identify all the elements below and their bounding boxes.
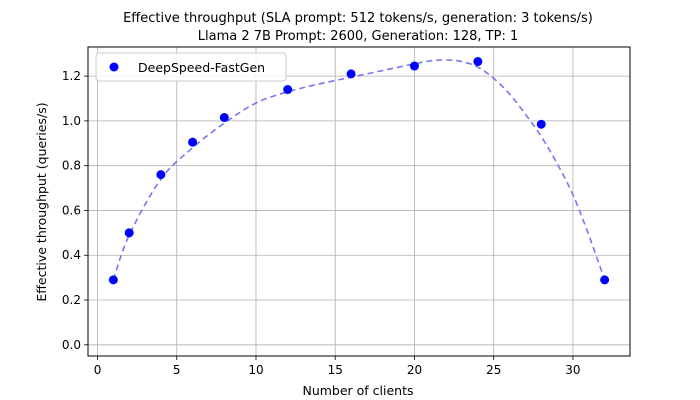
y-tick-label: 1.0 bbox=[62, 114, 81, 128]
chart-subtitle: Llama 2 7B Prompt: 2600, Generation: 128… bbox=[198, 29, 518, 44]
data-point bbox=[346, 69, 356, 79]
plot-frame bbox=[87, 46, 631, 357]
y-tick-label: 0.4 bbox=[62, 248, 81, 262]
data-point bbox=[108, 275, 118, 285]
y-axis-ticks: 0.0 0.2 0.4 0.6 0.8 1.0 1.2 bbox=[62, 69, 88, 352]
data-point bbox=[536, 119, 546, 129]
y-tick-label: 0.8 bbox=[62, 159, 81, 173]
x-tick-label: 25 bbox=[486, 363, 501, 377]
y-tick-label: 0.0 bbox=[62, 338, 81, 352]
x-axis-ticks: 0 5 10 15 20 25 30 bbox=[94, 356, 581, 377]
data-points bbox=[108, 57, 610, 285]
data-point bbox=[600, 275, 610, 285]
y-tick-label: 0.6 bbox=[62, 203, 81, 217]
y-tick-label: 0.2 bbox=[62, 293, 81, 307]
x-tick-label: 20 bbox=[407, 363, 422, 377]
grid bbox=[88, 47, 630, 356]
legend-marker bbox=[109, 62, 119, 72]
y-axis-label: Effective throughput (queries/s) bbox=[34, 102, 49, 301]
chart-title: Effective throughput (SLA prompt: 512 to… bbox=[123, 11, 593, 26]
data-point bbox=[219, 113, 229, 123]
data-point bbox=[473, 57, 483, 67]
x-tick-label: 30 bbox=[565, 363, 580, 377]
legend: DeepSpeed-FastGen bbox=[95, 52, 287, 82]
legend-box bbox=[95, 52, 287, 82]
data-point bbox=[156, 170, 166, 180]
fit-line-group bbox=[112, 59, 606, 281]
x-tick-label: 0 bbox=[94, 363, 102, 377]
data-point bbox=[409, 61, 419, 71]
x-tick-label: 10 bbox=[248, 363, 263, 377]
fit-line bbox=[112, 59, 606, 281]
data-point bbox=[188, 137, 198, 147]
data-point bbox=[124, 228, 134, 238]
data-point bbox=[283, 85, 293, 95]
x-tick-label: 15 bbox=[328, 363, 343, 377]
y-tick-label: 1.2 bbox=[62, 69, 81, 83]
legend-label: DeepSpeed-FastGen bbox=[138, 60, 265, 75]
x-axis-label: Number of clients bbox=[302, 383, 413, 398]
x-tick-label: 5 bbox=[173, 363, 181, 377]
